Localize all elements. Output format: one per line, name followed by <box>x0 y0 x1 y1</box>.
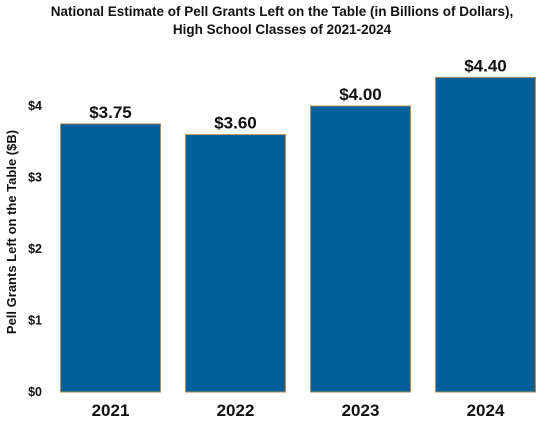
data-label-2021: $3.75 <box>89 103 132 122</box>
bar-2023 <box>310 105 411 393</box>
chart-title-line-1: National Estimate of Pell Grants Left on… <box>51 4 514 19</box>
data-label-2024: $4.40 <box>464 56 507 75</box>
x-tick-label-2024: 2024 <box>467 401 505 420</box>
y-tick-label: $2 <box>28 242 42 256</box>
data-label-2023: $4.00 <box>339 85 382 104</box>
bar-2024 <box>435 76 536 393</box>
chart-title-line-2: High School Classes of 2021-2024 <box>173 22 392 37</box>
x-axis: 2021 2022 2023 2024 <box>92 401 505 420</box>
y-tick-label: $1 <box>28 314 42 328</box>
x-tick-label-2022: 2022 <box>217 401 255 420</box>
y-tick-label: $4 <box>28 99 42 113</box>
bar-2021 <box>60 123 161 393</box>
y-axis-label: Pell Grants Left on the Table ($B) <box>4 130 19 334</box>
bars-group <box>60 76 536 393</box>
y-tick-label: $0 <box>28 385 42 399</box>
x-tick-label-2021: 2021 <box>92 401 130 420</box>
data-label-2022: $3.60 <box>214 114 257 133</box>
data-labels: $3.75 $3.60 $4.00 $4.40 <box>89 56 507 132</box>
y-tick-label: $3 <box>28 171 42 185</box>
x-tick-label-2023: 2023 <box>342 401 380 420</box>
bar-2022 <box>185 134 286 393</box>
y-axis: $0 $1 $2 $3 $4 <box>28 99 42 399</box>
